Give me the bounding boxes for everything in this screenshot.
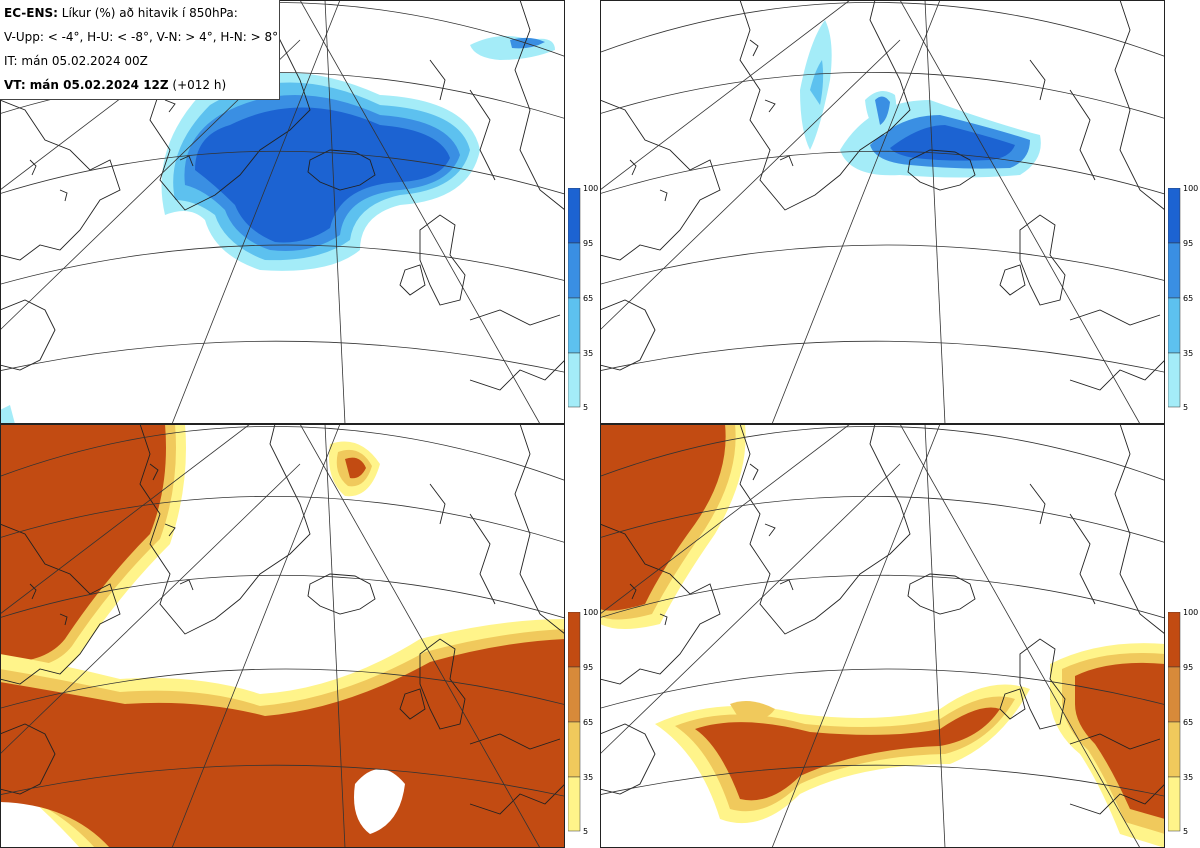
colorbar-warm: 100 95 65 35 5	[568, 608, 600, 842]
map-panel-warm-moderate	[0, 424, 565, 848]
map-canvas	[0, 424, 565, 848]
colorbar-tick: 95	[1183, 663, 1194, 672]
map-canvas	[600, 0, 1165, 424]
colorbar-cold-2: 100 95 65 35 5	[1168, 184, 1200, 418]
warm-anomaly-field	[600, 424, 1165, 848]
initial-time: IT: mán 05.02.2024 00Z	[4, 54, 148, 68]
colorbar-tick: 35	[583, 773, 594, 782]
colorbar-tick: 100	[583, 184, 599, 193]
colorbar-tick: 95	[583, 239, 594, 248]
map-info-box: EC-ENS: Líkur (%) að hitavik í 850hPa: V…	[0, 0, 280, 100]
colorbar-tick: 65	[583, 294, 594, 303]
colorbar-tick: 65	[1183, 718, 1194, 727]
map-canvas	[600, 424, 1165, 848]
valid-time: VT: mán 05.02.2024 12Z (+012 h)	[4, 78, 227, 92]
colorbar-gradient	[568, 612, 581, 832]
colorbar-tick: 5	[1183, 403, 1189, 412]
colorbar-tick: 100	[1183, 184, 1199, 193]
colorbar-tick: 5	[1183, 827, 1189, 836]
colorbar-tick: 65	[1183, 294, 1194, 303]
colorbar-tick: 35	[583, 349, 594, 358]
colorbar-tick: 95	[1183, 239, 1194, 248]
colorbar-cold: 100 95 65 35 5	[568, 184, 600, 418]
map-panel-cold-strong	[600, 0, 1165, 424]
colorbar-gradient	[568, 188, 581, 408]
cold-anomaly-field	[800, 20, 1041, 178]
colorbar-gradient	[1168, 612, 1181, 832]
colorbar-tick: 100	[1183, 608, 1199, 617]
colorbar-tick: 95	[583, 663, 594, 672]
colorbar-tick: 5	[583, 403, 589, 412]
colorbar-warm-2: 100 95 65 35 5	[1168, 608, 1200, 842]
map-title: EC-ENS: Líkur (%) að hitavik í 850hPa:	[4, 6, 238, 20]
threshold-legend: V-Upp: < -4°, H-U: < -8°, V-N: > 4°, H-N…	[4, 30, 279, 44]
colorbar-tick: 5	[583, 827, 589, 836]
colorbar-tick: 35	[1183, 349, 1194, 358]
colorbar-tick: 35	[1183, 773, 1194, 782]
colorbar-tick: 65	[583, 718, 594, 727]
map-panel-cold-moderate: EC-ENS: Líkur (%) að hitavik í 850hPa: V…	[0, 0, 565, 424]
cold-anomaly-field	[0, 36, 555, 424]
colorbar-gradient	[1168, 188, 1181, 408]
map-canvas	[0, 0, 565, 424]
colorbar-tick: 100	[583, 608, 599, 617]
warm-anomaly-field	[0, 424, 565, 848]
map-panel-warm-strong	[600, 424, 1165, 848]
